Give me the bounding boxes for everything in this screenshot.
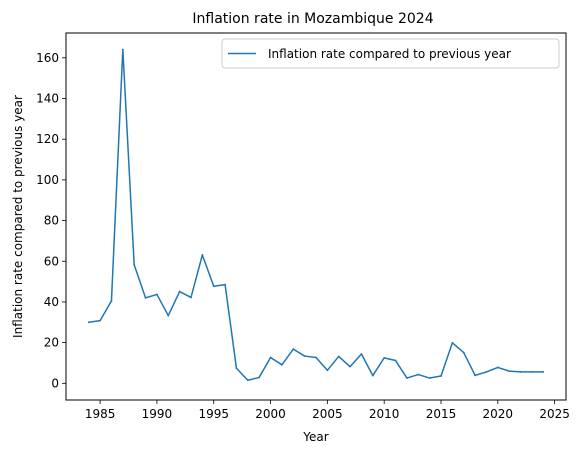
x-tick-label: 2015 — [426, 407, 457, 421]
y-tick-label: 100 — [36, 173, 59, 187]
series-line — [88, 48, 544, 382]
data-point — [337, 355, 340, 358]
x-tick-label: 1990 — [142, 407, 173, 421]
data-point — [190, 296, 192, 299]
data-point — [99, 319, 101, 322]
data-point — [462, 351, 465, 354]
legend-box — [221, 38, 560, 69]
data-point — [485, 371, 488, 373]
x-tick-label: 2005 — [312, 407, 343, 421]
data-point — [428, 377, 431, 379]
data-point — [87, 321, 90, 324]
data-point — [474, 374, 476, 377]
data-point — [394, 359, 397, 362]
x-tick-label: 1995 — [198, 407, 229, 421]
series-layer — [87, 48, 545, 382]
data-point — [258, 376, 261, 379]
y-tick-label: 20 — [44, 336, 59, 350]
data-point — [212, 285, 215, 288]
data-point — [303, 355, 306, 357]
data-point — [440, 375, 442, 377]
legend: Inflation rate compared to previous year — [221, 38, 560, 69]
data-point — [281, 363, 283, 366]
y-tick-label: 160 — [36, 51, 59, 65]
data-point — [224, 283, 226, 286]
data-point — [451, 341, 454, 344]
y-tick-label: 80 — [44, 214, 59, 228]
x-tick-label: 2020 — [483, 407, 514, 421]
data-point — [531, 371, 533, 373]
data-point — [406, 377, 408, 379]
data-point — [417, 373, 420, 376]
data-point — [201, 254, 204, 256]
y-axis-label: Inflation rate compared to previous year — [11, 95, 25, 338]
data-point — [269, 356, 272, 359]
x-axis-label: Year — [302, 430, 328, 444]
data-point — [360, 353, 363, 355]
y-tick-label: 0 — [51, 376, 59, 390]
data-point — [167, 314, 170, 317]
y-tick-label: 60 — [44, 254, 59, 268]
data-point — [144, 296, 147, 299]
data-point — [121, 48, 124, 51]
data-point — [542, 371, 545, 373]
y-axis-ticks: 0 20 40 60 80 100 120 140 160 — [36, 51, 66, 390]
data-point — [349, 365, 351, 368]
y-tick-label: 40 — [44, 295, 59, 309]
data-point — [383, 356, 386, 359]
data-point — [178, 290, 181, 293]
data-point — [371, 374, 374, 377]
data-point — [326, 369, 329, 372]
x-tick-label: 1985 — [85, 407, 116, 421]
y-tick-label: 120 — [36, 132, 59, 146]
chart-title: Inflation rate in Mozambique 2024 — [192, 11, 433, 27]
data-point — [496, 366, 499, 369]
data-point — [235, 367, 238, 370]
x-axis-ticks: 1985 1990 1995 2000 2005 2010 2015 2020 2025 — [85, 400, 570, 421]
data-point — [315, 356, 317, 359]
y-tick-label: 140 — [36, 92, 59, 106]
x-tick-label: 2025 — [539, 407, 570, 421]
data-point — [246, 379, 249, 382]
data-point — [292, 348, 295, 351]
x-tick-label: 2010 — [369, 407, 400, 421]
legend-label: Inflation rate compared to previous year — [268, 47, 511, 61]
data-point — [519, 371, 522, 373]
data-point — [156, 293, 158, 296]
data-point — [110, 300, 113, 302]
data-point — [133, 263, 136, 266]
x-tick-label: 2000 — [255, 407, 286, 421]
data-point — [508, 370, 511, 373]
plot-frame — [65, 32, 567, 401]
